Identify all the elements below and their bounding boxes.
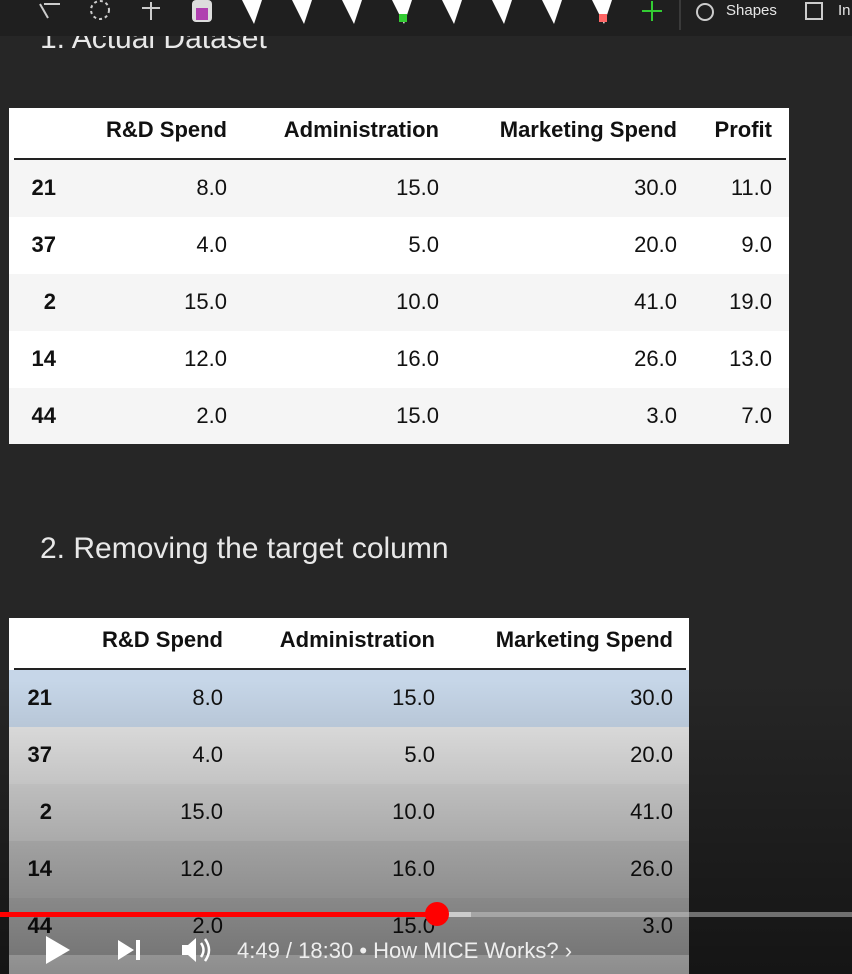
table-cell: 2.0 [192,913,223,939]
table-cell: 20.0 [634,232,677,257]
table-cell: 4.0 [196,232,227,257]
column-header: R&D Spend [106,117,227,142]
table-row [9,388,789,444]
player-controls: 4:49 / 18:30 • How MICE Works? › [0,900,852,974]
table-cell: 13.0 [729,346,772,371]
table-cell: 15.0 [396,175,439,200]
table-row [9,841,689,898]
table-cell: 26.0 [630,856,673,882]
table-cell: 2.0 [196,403,227,428]
table-cell: 10.0 [392,799,435,825]
table-cell: 12.0 [180,856,223,882]
table-cell: 41.0 [630,799,673,825]
table-cell: 7.0 [741,403,772,428]
table-cell: 30.0 [630,685,673,711]
separator: • [359,938,368,963]
table-cell: 15.0 [392,685,435,711]
table-cell: 41.0 [634,289,677,314]
table-row [9,784,689,841]
table-cell: 20.0 [630,742,673,768]
toolbar: Shapes In [0,0,852,36]
table-cell: 11.0 [730,175,772,200]
table-row [9,217,789,274]
toolbar-item[interactable]: Shapes [726,2,777,19]
column-header: Marketing Spend [495,627,673,652]
table-cell: 5.0 [404,742,435,768]
table-cell: 15.0 [396,403,439,428]
row-index: 37 [28,742,52,768]
table-cell: 4.0 [192,742,223,768]
header-rule [14,158,786,160]
chevron[interactable]: › [564,938,573,963]
table-row [9,160,789,217]
row-index: 2 [43,289,56,314]
table-row [9,670,689,727]
row-index: 2 [40,799,52,825]
video-title[interactable]: How MICE Works? [373,938,559,963]
row-index: 14 [28,856,52,882]
table-cell: 5.0 [408,232,439,257]
row-index: 37 [31,232,56,257]
table-cell: 30.0 [634,175,677,200]
data-table: R&D Spend Administration Marketing Spend Pr… [9,108,789,444]
table-cell: 9.0 [741,232,772,257]
header-rule [14,668,686,670]
table-cell: 16.0 [396,346,439,371]
row-index: 21 [28,685,52,711]
table-cell: 15.0 [184,289,227,314]
row-index: 44 [31,403,56,428]
table-cell: 10.0 [396,289,439,314]
row-index: 14 [31,346,56,371]
column-header: Administration [283,117,439,142]
table-cell: 3.0 [646,403,677,428]
table-cell: 16.0 [392,856,435,882]
table-cell: 8.0 [192,685,223,711]
column-header: R&D Spend [102,627,223,652]
table-cell: 12.0 [184,346,227,371]
toolbar-icons [39,0,823,30]
player-gradient [0,680,852,974]
section-heading: 2. Removing the target column [40,532,449,565]
table-cell: 15.0 [180,799,223,825]
column-header: Administration [279,627,435,652]
row-index: 21 [31,175,56,200]
column-header: Marketing Spend [499,117,677,142]
table-row [9,331,789,388]
table-row [9,727,689,784]
table-cell: 26.0 [634,346,677,371]
table-cell: 3.0 [642,913,673,939]
table-row [9,274,789,331]
row-index: 44 [28,913,52,939]
player-icons [0,902,852,964]
toolbar-item[interactable]: In [838,2,851,19]
table-cell: 19.0 [729,289,772,314]
time-display: 4:49 / 18:30 [237,938,354,963]
table-cell: 8.0 [196,175,227,200]
column-header: Profit [714,117,772,142]
